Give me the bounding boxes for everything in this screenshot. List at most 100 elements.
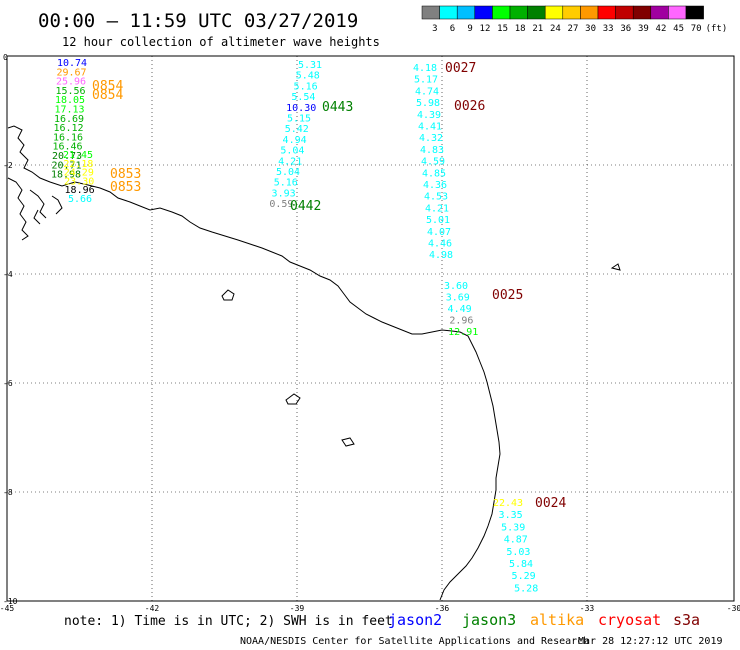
- legend-label: 30: [585, 24, 596, 34]
- legend-label: 6: [450, 24, 455, 34]
- legend-swatch: [421, 5, 440, 20]
- track-0442: 0442: [290, 199, 321, 214]
- coastline-main: [7, 125, 501, 601]
- footer-note: note: 1) Time is in UTC; 2) SWH is in fe…: [64, 614, 393, 629]
- swh-value: 5.16: [274, 178, 298, 189]
- lat-tick-label: -4: [3, 270, 13, 279]
- swh-value: 4.87: [504, 535, 528, 546]
- legend-swatch: [562, 5, 581, 20]
- island-d: [610, 263, 621, 271]
- swh-value: 4.18: [413, 63, 437, 74]
- swh-value: 5.84: [509, 559, 533, 570]
- satellite-label-jason3: jason3: [462, 611, 516, 629]
- lon-tick-label: -39: [290, 604, 305, 613]
- footer-timestamp: Mar 28 12:27:12 UTC 2019: [578, 636, 723, 647]
- swh-value: 4.83: [420, 145, 444, 156]
- legend-swatch: [650, 5, 669, 20]
- swh-value: 4.49: [448, 304, 472, 315]
- satellite-label-s3a: s3a: [673, 611, 700, 629]
- track-0026: 0026: [454, 99, 485, 114]
- legend-label: 24: [550, 24, 561, 34]
- pass-time-label: 0853: [110, 167, 141, 182]
- legend-swatch: [544, 5, 564, 20]
- pass-time-label: 0854: [92, 79, 123, 94]
- lat-tick-label: -6: [3, 379, 13, 388]
- legend-label: 3: [432, 24, 437, 34]
- legend-swatch: [580, 5, 599, 20]
- swh-value: 18.96: [65, 185, 95, 196]
- swh-value: 3.35: [499, 510, 523, 521]
- swh-value: 5.15: [287, 114, 311, 125]
- swh-value: 5.03: [506, 547, 530, 558]
- swh-value: 5.66: [68, 194, 92, 205]
- swh-value: 5.17: [414, 75, 438, 86]
- lon-tick-label: -36: [435, 604, 450, 613]
- pass-time-label: 0024: [535, 496, 566, 511]
- pass-time-label: 0026: [454, 99, 485, 114]
- coastline: [7, 125, 621, 601]
- swh-value: 4.32: [419, 133, 443, 144]
- lat-tick-label: 0: [3, 53, 8, 62]
- swh-value: 3.69: [446, 293, 470, 304]
- pass-time-label: 0854: [92, 88, 123, 103]
- swh-value: 5.04: [280, 146, 304, 157]
- swh-value: 29.67: [56, 67, 86, 78]
- swh-value: 4.21: [425, 203, 449, 214]
- swh-value: 5.28: [514, 583, 538, 594]
- lat-tick-label: -8: [3, 488, 13, 497]
- swh-value: 10.30: [286, 103, 316, 114]
- swh-value: 5.98: [416, 98, 440, 109]
- swh-value: 20.71: [51, 160, 81, 171]
- island-b: [285, 393, 301, 405]
- swh-value: 4.41: [418, 122, 442, 133]
- swh-value: 5.54: [291, 92, 315, 103]
- footer-credit: NOAA/NESDIS Center for Satellite Applica…: [240, 636, 589, 647]
- lat-tick-label: -2: [3, 161, 13, 170]
- track-0024: 22.433.355.39 4.875.035.845.295.28 0024: [493, 496, 567, 594]
- swh-value: 5.04: [276, 167, 300, 178]
- graticule: [7, 56, 734, 601]
- pass-time-label: 0027: [445, 61, 476, 76]
- swh-value: 4.98: [429, 250, 453, 261]
- swh-value: 16.16: [53, 132, 83, 143]
- swh-value: 5.16: [294, 81, 318, 92]
- altimeter-tracks: 10.7429.6725.9615.5618.0517.1316.6916.12…: [51, 58, 567, 594]
- swh-value: 5.01: [426, 215, 450, 226]
- swh-value: 18.98: [51, 170, 81, 181]
- swh-value: 4.39: [417, 110, 441, 121]
- legend-label: 45: [673, 24, 684, 34]
- swh-value: 4.21: [278, 156, 302, 167]
- swh-value: 4.46: [428, 239, 452, 250]
- swh-value: 4.74: [415, 86, 439, 97]
- legend-label: 27: [568, 24, 579, 34]
- legend-swatch: [509, 5, 528, 20]
- axis-ticks: 0 -2 -4 -6 -8 -10-45 -42 -39 -36 -33 -30: [0, 53, 740, 613]
- swh-value: 2.96: [449, 316, 473, 327]
- legend-swatch: [597, 5, 616, 20]
- legend-label: 39: [638, 24, 649, 34]
- legend-label: 36: [620, 24, 631, 34]
- swh-value: 3.60: [444, 281, 468, 292]
- legend-unit: (ft): [706, 24, 728, 34]
- legend-swatch: [632, 5, 652, 20]
- swh-value: 23.30: [64, 176, 94, 187]
- pass-time-label: 0025: [492, 288, 523, 303]
- swh-value: 5.29: [512, 571, 536, 582]
- track-0443: 5.315.485.165.5410.305.155.424.945.044.2…: [269, 60, 353, 210]
- swh-value: 12.91: [448, 327, 478, 338]
- legend-label: 42: [656, 24, 667, 34]
- color-legend: 3 6 9 12 15 18 21 24 27 30 33 36 39 42 45 70 (ft): [421, 5, 728, 34]
- legend-label: 21: [532, 24, 543, 34]
- legend-swatch: [439, 5, 458, 20]
- swh-value: 3.93: [272, 188, 296, 199]
- track-0853: 0853: [110, 180, 141, 195]
- pass-time-label: 0443: [322, 100, 353, 115]
- swh-value: 18.05: [55, 95, 85, 106]
- legend-swatch: [527, 5, 546, 20]
- swh-value: 17.13: [54, 105, 84, 116]
- legend-swatch: [668, 5, 687, 20]
- legend-swatch: [685, 5, 704, 20]
